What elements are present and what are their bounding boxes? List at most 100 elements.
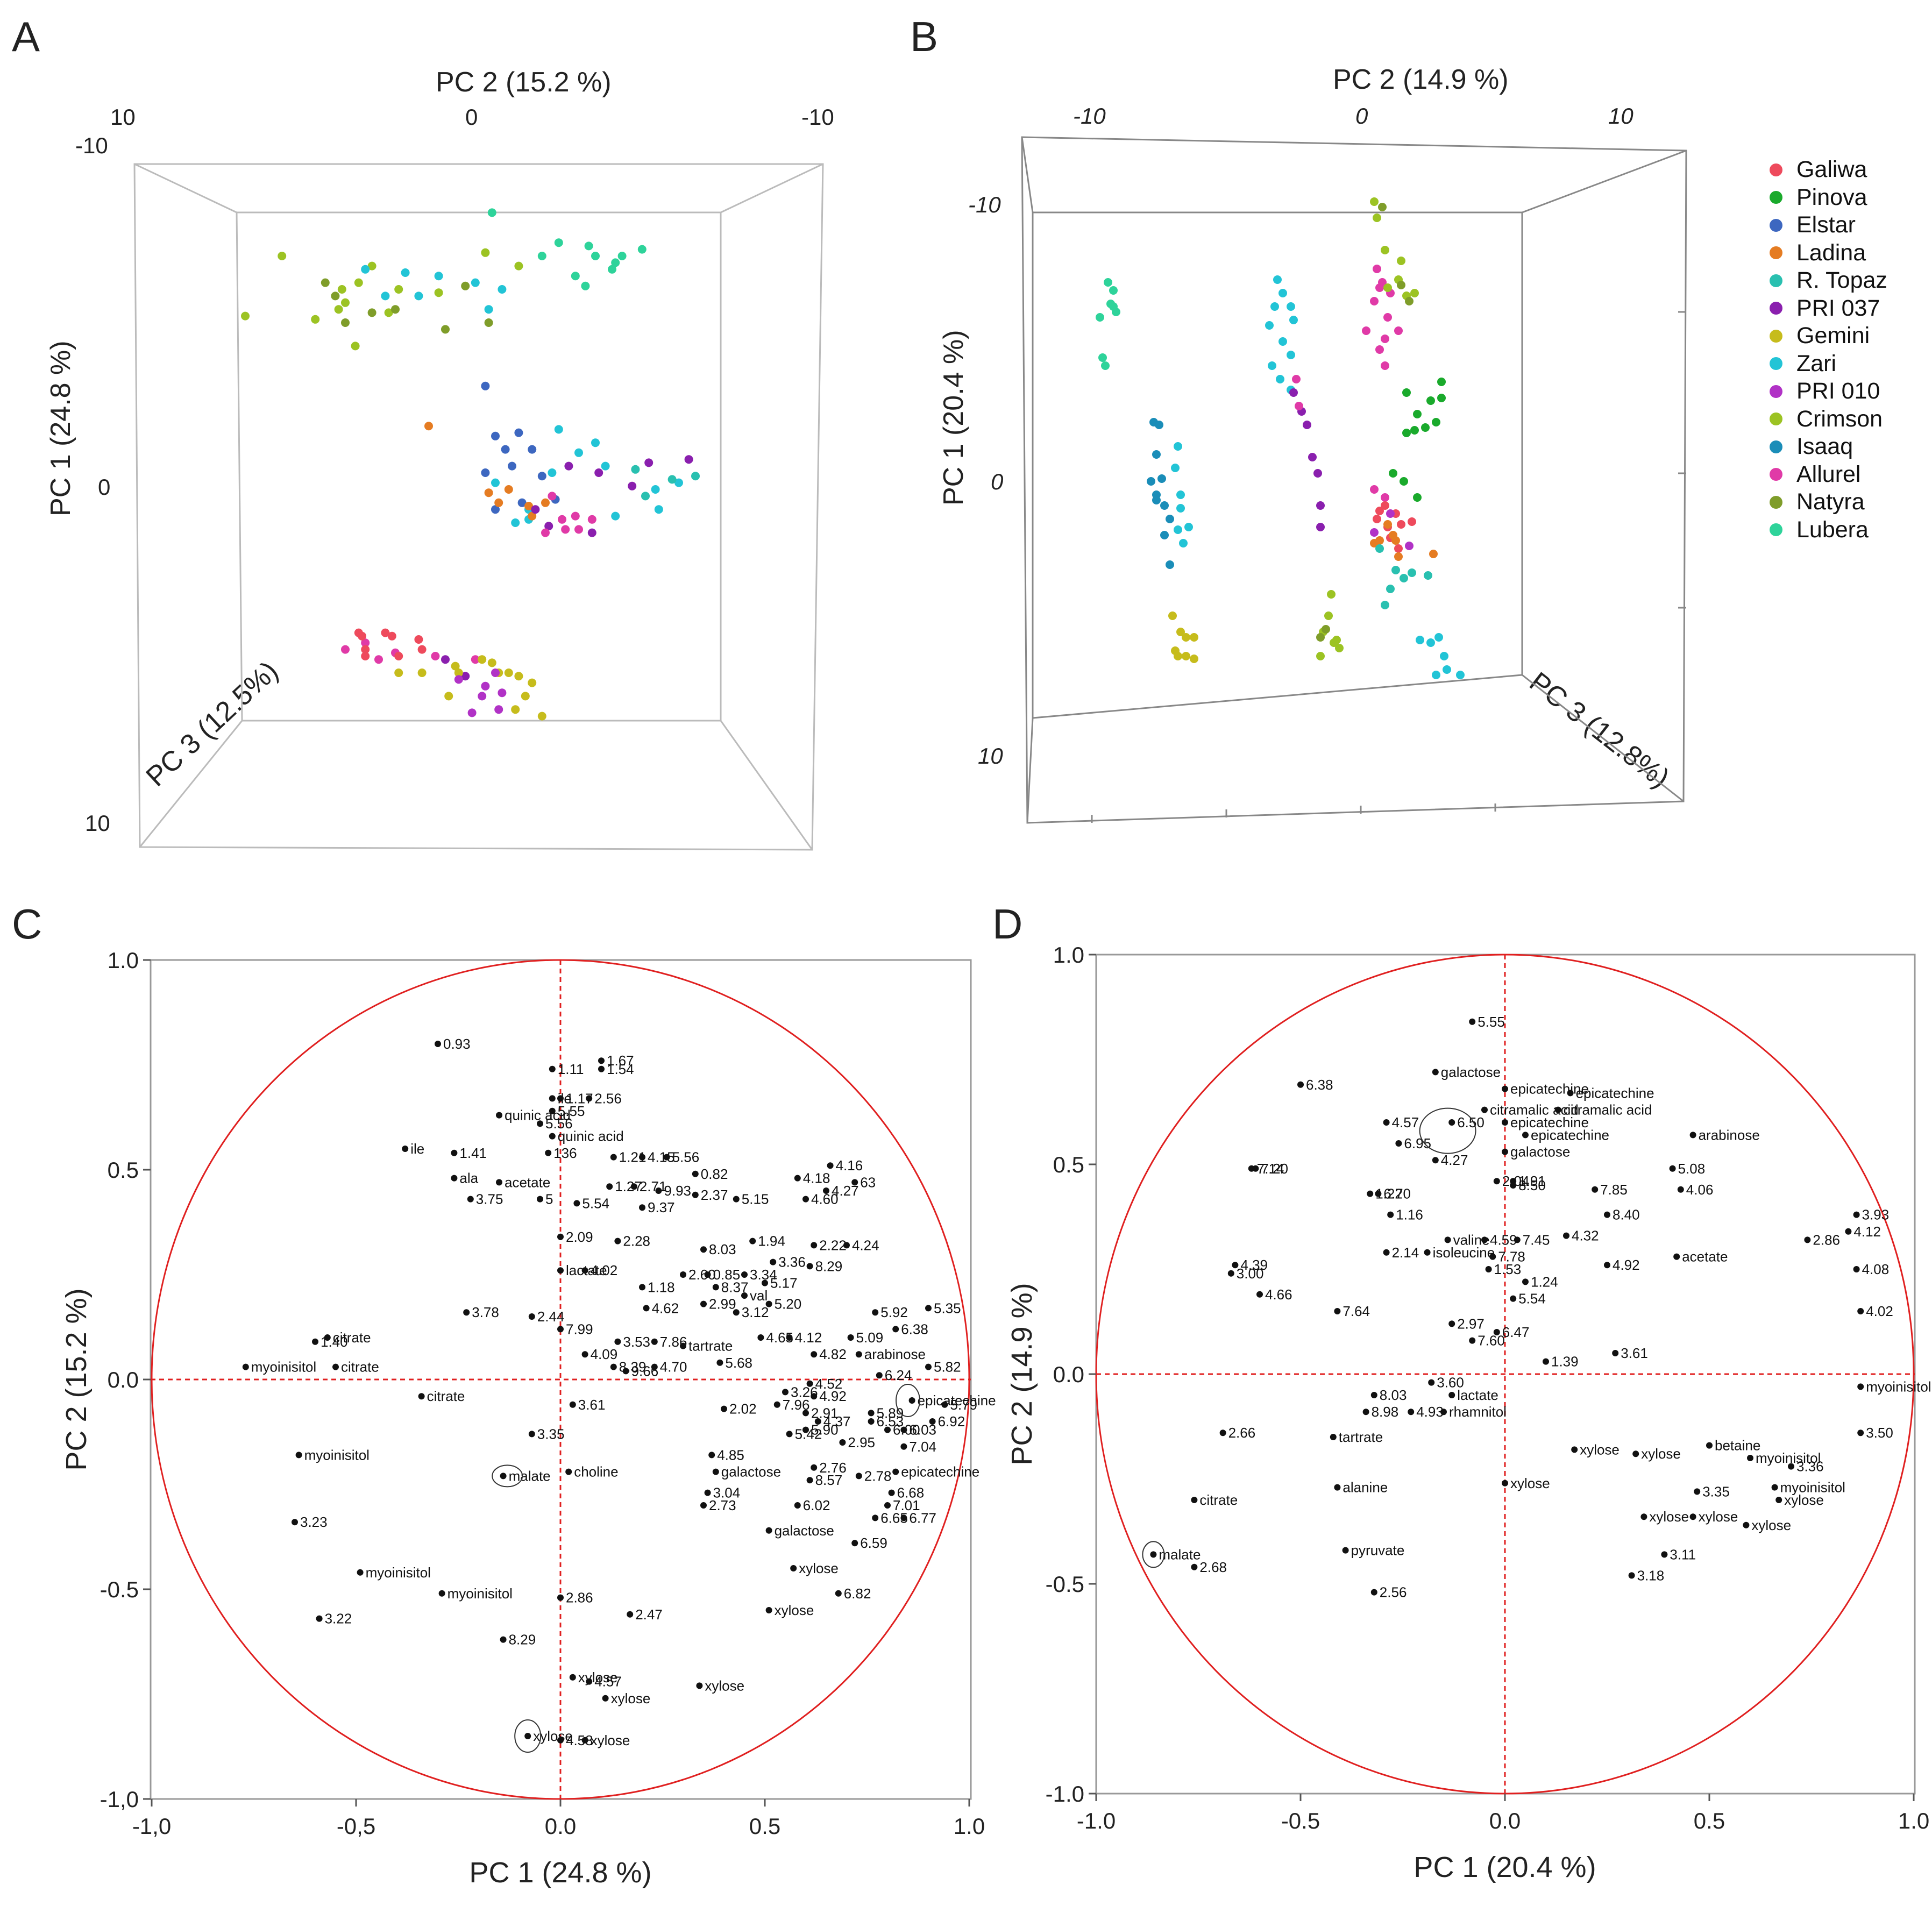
loading-label: 4.93 (1416, 1404, 1444, 1420)
y-tick-label: 0.0 (1053, 1362, 1084, 1387)
loading-point (581, 1351, 588, 1358)
data-point (1370, 297, 1379, 305)
data-point (1381, 501, 1389, 510)
loading-label: 7.60 (1478, 1333, 1505, 1349)
loading-label: 7.78 (1498, 1249, 1525, 1265)
data-point (1383, 520, 1392, 529)
loading-point (700, 1246, 707, 1253)
data-point (484, 488, 493, 497)
data-point (278, 252, 287, 260)
loading-label: 2.99 (709, 1296, 736, 1312)
loading-point (332, 1363, 339, 1370)
loading-point (1342, 1547, 1349, 1554)
loading-label: 7.20 (1261, 1161, 1288, 1177)
loading-label: lactate (1457, 1387, 1498, 1403)
legend-label: Crimson (1796, 406, 1883, 432)
loading-point (610, 1154, 617, 1161)
data-point (414, 291, 423, 301)
data-point (1410, 426, 1419, 435)
loading-label: ile (558, 1090, 572, 1106)
data-point (1389, 469, 1397, 478)
highlight-ring (492, 1464, 523, 1488)
data-point (1397, 281, 1405, 289)
loading-label: 2.37 (701, 1187, 728, 1203)
loading-point (1804, 1236, 1811, 1243)
panel-c-axes: -1,0 1.0 -0,5 0.5 0.0 0.0 0.5 -0.5 1.0 -1,0 PC 1 (… (60, 948, 985, 1889)
loading-point (1440, 1409, 1447, 1416)
legend-item: Isaaq (1770, 433, 1887, 461)
loading-label: 4.59 (1490, 1232, 1517, 1248)
loading-label: xylose (775, 1602, 814, 1618)
y-tick-label: -0.5 (1046, 1571, 1084, 1597)
data-point (1424, 571, 1432, 580)
loading-point (242, 1363, 249, 1370)
data-point (1289, 388, 1298, 397)
loading-point (1857, 1308, 1864, 1314)
data-point (1405, 297, 1414, 305)
data-point (514, 261, 523, 271)
loading-label: 2.73 (709, 1497, 736, 1513)
data-point (1413, 493, 1422, 502)
data-point (587, 515, 596, 524)
data-point (631, 465, 640, 474)
loading-point (1191, 1563, 1198, 1570)
data-point (1096, 313, 1104, 322)
data-point (1440, 652, 1448, 660)
data-point (1375, 283, 1384, 292)
data-point (1174, 525, 1182, 534)
data-point (611, 511, 620, 521)
loading-label: 5.35 (934, 1300, 961, 1316)
data-point (394, 668, 403, 677)
loading-label: 3.35 (537, 1426, 565, 1442)
loading-label: galactose (1441, 1064, 1501, 1080)
data-point (1168, 611, 1177, 620)
data-point (1370, 197, 1379, 206)
loading-label: myoinisitol (251, 1359, 316, 1375)
data-point (484, 318, 493, 327)
panel-b-tick-left-top: -10 (968, 192, 1001, 217)
loading-point (1694, 1488, 1701, 1495)
loading-point (884, 1502, 891, 1509)
loading-point (1612, 1350, 1619, 1356)
data-point (1429, 550, 1438, 558)
data-point (1176, 490, 1185, 499)
data-point (1381, 601, 1389, 609)
loading-label: 2.28 (623, 1233, 650, 1249)
panel-a: A PC 2 (15.2 %) 10 0 -10 -10 0 10 PC 1 (… (12, 13, 834, 851)
loading-label: 2.78 (864, 1468, 892, 1484)
loading-point (1387, 1211, 1394, 1218)
data-point (1408, 517, 1416, 526)
loading-point (716, 1359, 723, 1366)
loading-point (1469, 1018, 1476, 1025)
loading-point (655, 1187, 662, 1194)
data-point (1330, 638, 1338, 647)
loading-label: 7.45 (1523, 1232, 1550, 1248)
data-point (358, 631, 366, 641)
panel-d-axes: -1.0 1.0 -0.5 0.5 0.0 0.0 0.5 -0.5 1.0 -1.0 PC 1 (… (1006, 942, 1929, 1883)
loading-point (872, 1514, 879, 1521)
data-point (1106, 300, 1115, 308)
y-tick-label: 0.5 (1053, 1152, 1084, 1177)
loading-point (1571, 1446, 1578, 1453)
data-point (1155, 421, 1163, 429)
data-point (1276, 375, 1284, 383)
loading-label: 4.16 (836, 1157, 863, 1174)
loading-point (1857, 1383, 1864, 1390)
panel-a-tick-top-left: 10 (110, 104, 136, 130)
data-point (1375, 536, 1384, 545)
data-point (537, 712, 546, 721)
data-point (1190, 655, 1198, 663)
loading-point (1297, 1081, 1304, 1088)
loading-point (851, 1540, 858, 1547)
loading-label: 136 (553, 1145, 577, 1161)
loading-point (872, 1309, 879, 1316)
panel-b-points (1096, 197, 1465, 679)
data-point (1295, 402, 1303, 410)
loading-point (721, 1405, 727, 1412)
loading-point (1747, 1455, 1753, 1461)
loading-point (438, 1590, 445, 1597)
loading-label: xylose (1699, 1509, 1738, 1525)
legend-label: Galiwa (1796, 157, 1867, 183)
data-point (1265, 321, 1274, 330)
legend-marker (1770, 246, 1782, 260)
